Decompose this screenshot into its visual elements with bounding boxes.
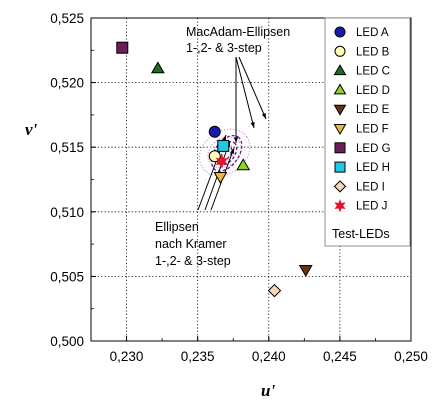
y-tick-label: 0,520: [50, 76, 84, 91]
x-tick-label: 0,235: [181, 349, 215, 364]
legend-label-led-a: LED A: [356, 27, 389, 39]
point-led-c: [150, 61, 165, 74]
annotation-macadam: MacAdam-Ellipsen 1-,2- & 3-step: [186, 25, 290, 55]
legend-label-led-c: LED C: [356, 66, 390, 78]
point-led-h: [217, 139, 230, 152]
data-points: [116, 41, 313, 298]
annotation-arrowhead: [250, 122, 255, 128]
legend-label-led-e: LED E: [356, 104, 390, 116]
legend-marker-led-d: [333, 83, 347, 95]
y-axis-label: v': [25, 120, 38, 139]
legend: LED A LED B LED C LED D LED E LED F LED G LED H…: [324, 17, 411, 247]
macadam-ellipse: [216, 141, 238, 166]
x-tick-label: 0,240: [252, 349, 286, 364]
annotation-line: 1-,2- & 3-step: [155, 254, 231, 268]
x-tick-label: 0,230: [110, 349, 144, 364]
x-axis-label: u': [261, 381, 275, 400]
y-tick-label: 0,505: [50, 269, 84, 284]
legend-marker-led-e: [333, 104, 347, 116]
annotation-arrow-line: [235, 56, 255, 129]
annotation-arrowhead: [230, 148, 234, 154]
annotation-arrows: [197, 56, 267, 211]
y-tick-label: 0,500: [50, 334, 84, 349]
annotation-line: MacAdam-Ellipsen: [186, 25, 290, 39]
annotation-arrowhead: [233, 137, 239, 143]
legend-marker-led-i: [333, 180, 347, 193]
legend-marker-led-c: [333, 64, 347, 76]
point-led-f: [213, 172, 228, 184]
legend-items: LED A LED B LED C LED D LED E LED F LED G LED H…: [333, 26, 391, 213]
macadam-ellipse: [210, 134, 243, 172]
legend-label-led-f: LED F: [356, 124, 389, 136]
legend-marker-led-b: [334, 45, 346, 57]
legend-label-led-g: LED G: [356, 143, 391, 155]
annotation-line: Ellipsen: [155, 220, 199, 234]
legend-marker-led-h: [334, 161, 346, 173]
y-tick-label: 0,510: [50, 205, 84, 220]
legend-label-led-i: LED I: [356, 181, 385, 193]
legend-title: Test-LEDs: [332, 227, 390, 241]
point-led-d: [236, 158, 251, 171]
kramer-ellipse: [198, 128, 251, 177]
legend-marker-led-f: [333, 124, 347, 135]
tick-layer: 0,230 0,235 0,240 0,245 0,250 0,500 0,505 0,510…: [50, 11, 428, 364]
annotation-line: nach Kramer: [155, 237, 227, 251]
grid-layer: [91, 18, 411, 341]
legend-marker-led-g: [334, 142, 346, 154]
point-led-e: [298, 265, 313, 277]
point-led-i: [267, 283, 282, 298]
y-tick-label: 0,525: [50, 11, 84, 26]
legend-label-led-h: LED H: [356, 162, 390, 174]
legend-marker-led-j: [334, 199, 346, 213]
legend-label-led-j: LED J: [356, 201, 387, 213]
point-led-a: [208, 125, 221, 138]
point-led-g: [116, 41, 129, 54]
legend-label-led-b: LED B: [356, 46, 390, 58]
point-led-j: [215, 154, 229, 169]
x-tick-label: 0,245: [323, 349, 357, 364]
y-tick-label: 0,515: [50, 140, 84, 155]
legend-marker-led-a: [334, 26, 346, 38]
annotation-arrowhead: [222, 135, 226, 141]
legend-label-led-d: LED D: [356, 85, 390, 97]
annotation-kramer: Ellipsen nach Kramer 1-,2- & 3-step: [155, 220, 231, 268]
x-tick-label: 0,250: [394, 349, 428, 364]
annotation-line: 1-,2- & 3-step: [186, 41, 262, 55]
annotation-arrow-line: [238, 56, 267, 120]
annotation-arrowhead: [261, 113, 266, 119]
